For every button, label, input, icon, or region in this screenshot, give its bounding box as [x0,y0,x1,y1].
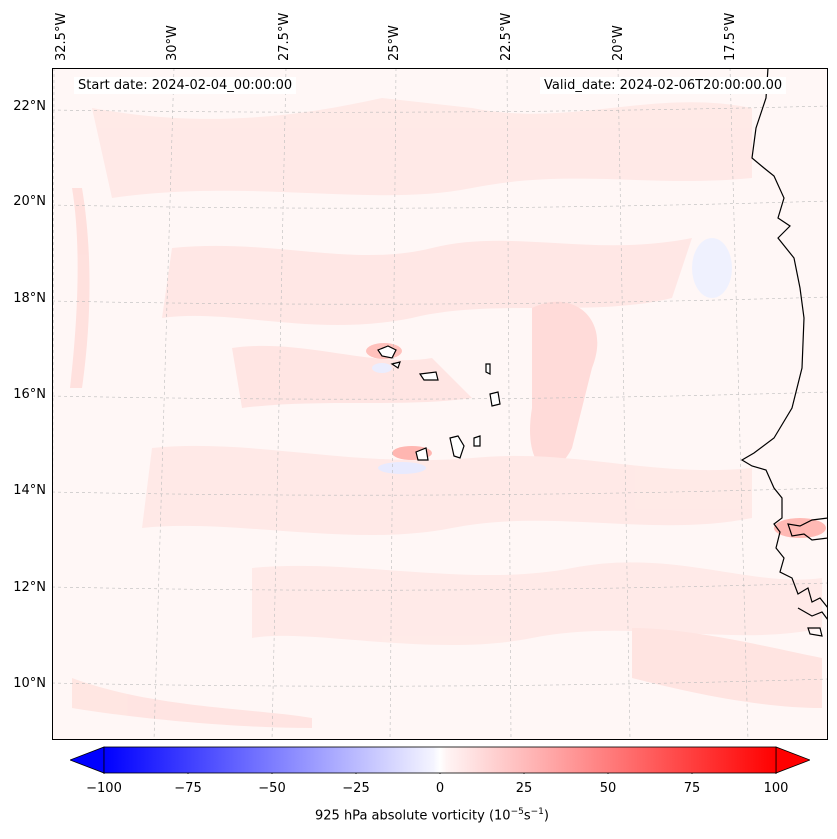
cb-tick-neg50: −50 [258,781,286,796]
lon-label-22.5w: 22.5°W [499,12,514,61]
lat-label-10n: 10°N [13,676,46,691]
start-date-label: Start date: 2024-02-04_00:00:00 [74,77,297,94]
cb-tick-100: 100 [763,781,789,796]
lat-label-22n: 22°N [13,99,46,114]
cb-tick-75: 75 [683,781,701,796]
map-panel [52,68,828,740]
cb-tick-50: 50 [599,781,617,796]
lon-label-30w: 30°W [165,25,180,61]
lon-label-25w: 25°W [387,25,402,61]
cb-tick-0: 0 [435,781,445,796]
cape-verde-islands [377,345,501,461]
cb-tick-neg100: −100 [86,781,122,796]
colorbar-title-exp2: −1 [530,807,544,817]
colorbar-title-exp1: −5 [510,807,524,817]
colorbar-title-mid: s [523,808,531,824]
colorbar [70,746,810,774]
colorbar-title-suffix: ) [543,808,549,824]
lat-label-18n: 18°N [13,291,46,306]
lon-label-32.5w: 32.5°W [54,12,69,61]
lat-label-16n: 16°N [13,387,46,402]
lat-label-12n: 12°N [13,580,46,595]
valid-date-label: Valid_date: 2024-02-06T20:00:00.00 [540,77,787,94]
coastline [740,68,828,637]
lon-label-20w: 20°W [611,25,626,61]
cb-tick-neg25: −25 [342,781,370,796]
cb-tick-25: 25 [515,781,533,796]
lat-label-14n: 14°N [13,483,46,498]
colorbar-title-prefix: 925 hPa absolute vorticity (10 [315,808,511,824]
lon-label-27.5w: 27.5°W [277,12,292,61]
lat-label-20n: 20°N [13,194,46,209]
cb-tick-neg75: −75 [174,781,202,796]
vorticity-field [70,98,826,728]
lon-label-17.5w: 17.5°W [723,12,738,61]
colorbar-title: 925 hPa absolute vorticity (10−5s−1) [315,807,549,823]
